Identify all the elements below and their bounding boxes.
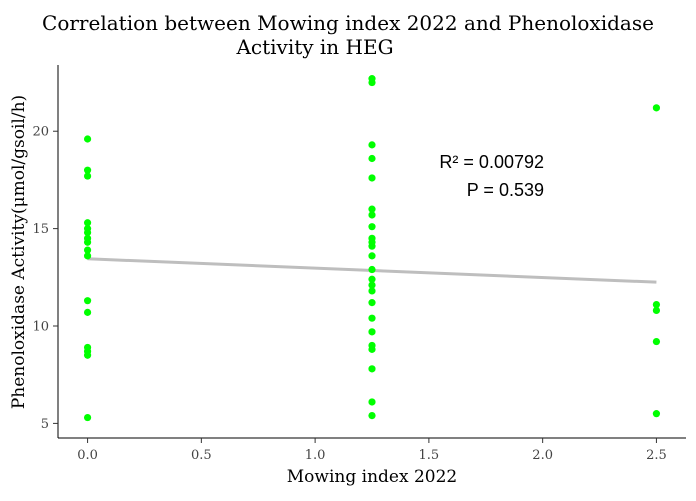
data-point (368, 211, 376, 219)
data-point (368, 299, 376, 307)
data-point (83, 351, 92, 359)
data-point (83, 238, 92, 246)
data-point (368, 328, 376, 336)
data-point (83, 219, 92, 227)
data-point (652, 104, 661, 112)
data-point (368, 281, 376, 289)
data-point (652, 410, 661, 418)
y-axis-label: Phenoloxidase Activity(μmol/gsoil/h) (9, 95, 29, 409)
data-point (368, 345, 376, 353)
x-tick-label: 1.0 (305, 448, 326, 463)
data-point (368, 242, 376, 250)
x-axis-ticks: 0.0 0.5 1.0 1.5 2.0 2.5 (77, 438, 667, 463)
data-point (83, 297, 92, 305)
x-tick-label: 2.5 (646, 448, 667, 463)
data-point (83, 166, 92, 174)
r-squared-annotation: R² = 0.00792 (439, 152, 544, 172)
data-point (368, 141, 376, 149)
data-point (83, 172, 92, 180)
x-axis-label: Mowing index 2022 (287, 467, 457, 487)
data-points (83, 75, 661, 422)
data-point (368, 223, 376, 231)
data-point (368, 398, 376, 406)
data-point (83, 246, 92, 254)
y-tick-label: 15 (32, 222, 49, 237)
data-point (652, 300, 661, 309)
data-point (368, 365, 376, 373)
y-tick-label: 5 (41, 417, 49, 432)
y-tick-label: 10 (32, 320, 49, 335)
data-point (368, 412, 376, 420)
chart-title-line-1: Correlation between Mowing index 2022 an… (42, 11, 654, 35)
x-tick-label: 0.5 (191, 448, 212, 463)
data-point (83, 413, 92, 422)
data-point (368, 252, 376, 260)
data-point (368, 287, 376, 295)
data-point (652, 306, 661, 315)
data-point (368, 205, 376, 213)
x-tick-label: 0.0 (77, 448, 98, 463)
chart-title-line-2: Activity in HEG (235, 35, 393, 59)
data-point (652, 337, 661, 346)
y-tick-label: 20 (32, 125, 49, 140)
data-point (368, 275, 376, 283)
y-axis-ticks: 5 10 15 20 (32, 125, 58, 432)
data-point (83, 228, 92, 237)
data-point (368, 265, 376, 274)
x-tick-label: 1.5 (419, 448, 440, 463)
data-point (83, 252, 92, 260)
data-point (368, 154, 376, 163)
data-point (368, 314, 376, 322)
data-point (368, 78, 376, 87)
data-point (83, 308, 92, 316)
data-point (368, 174, 376, 182)
x-tick-label: 2.0 (532, 448, 553, 463)
p-value-annotation: P = 0.539 (467, 180, 544, 200)
data-point (83, 135, 92, 143)
